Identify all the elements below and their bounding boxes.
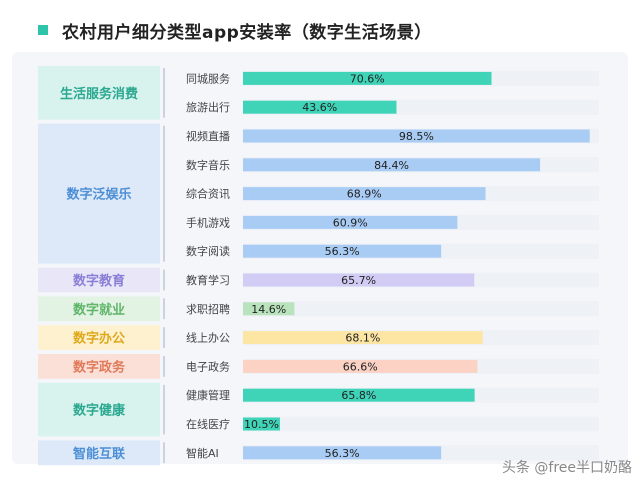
bar-track bbox=[243, 416, 599, 432]
bar bbox=[243, 388, 475, 402]
item-label: 教育学习 bbox=[186, 273, 230, 287]
category-label: 数字办公 bbox=[73, 331, 125, 347]
item-label: 在线医疗 bbox=[186, 417, 230, 431]
bar bbox=[243, 417, 280, 431]
category-block bbox=[38, 440, 160, 466]
category-block bbox=[38, 123, 160, 264]
item-label: 求职招聘 bbox=[186, 302, 230, 316]
item-label: 健康管理 bbox=[186, 388, 230, 402]
bar-track bbox=[243, 301, 599, 317]
category-block bbox=[38, 66, 160, 120]
bar bbox=[243, 273, 475, 287]
value-label: 65.7% bbox=[341, 274, 376, 287]
value-label: 98.5% bbox=[399, 130, 434, 143]
item-label: 同城服务 bbox=[186, 72, 230, 85]
category-label: 数字就业 bbox=[73, 302, 125, 318]
value-label: 14.6% bbox=[251, 303, 286, 316]
footer-credit: 头条 @free半口奶酪 bbox=[501, 460, 632, 476]
category-block bbox=[38, 382, 160, 437]
value-label: 65.8% bbox=[341, 389, 376, 402]
category-label: 数字教育 bbox=[73, 273, 125, 289]
bar bbox=[243, 129, 590, 143]
item-label: 线上办公 bbox=[186, 331, 230, 345]
category-block bbox=[38, 267, 160, 293]
bar bbox=[243, 359, 478, 373]
category-label: 生活服务消费 bbox=[60, 86, 138, 102]
title-accent-square bbox=[38, 25, 48, 35]
value-label: 68.1% bbox=[345, 332, 380, 345]
bar bbox=[243, 446, 442, 460]
bar bbox=[243, 331, 483, 345]
item-label: 电子政务 bbox=[186, 359, 230, 373]
category-label: 智能互联 bbox=[73, 446, 125, 462]
category-block bbox=[38, 354, 160, 379]
value-label: 84.4% bbox=[374, 159, 409, 172]
value-label: 10.5% bbox=[244, 418, 279, 431]
category-block bbox=[38, 296, 160, 322]
chart-title-row: 农村用户细分类型app安装率（数字生活场景） bbox=[38, 16, 432, 44]
item-label: 视频直播 bbox=[186, 129, 230, 143]
value-label: 68.9% bbox=[347, 188, 382, 201]
category-label: 数字政务 bbox=[73, 359, 126, 375]
item-label: 数字音乐 bbox=[186, 158, 230, 172]
item-label: 综合资讯 bbox=[186, 187, 230, 201]
bar bbox=[243, 187, 486, 201]
value-label: 70.6% bbox=[350, 72, 385, 85]
value-label: 60.9% bbox=[333, 216, 368, 229]
item-label: 手机游戏 bbox=[186, 215, 230, 229]
value-label: 43.6% bbox=[302, 101, 337, 114]
bar bbox=[243, 215, 458, 229]
value-label: 56.3% bbox=[325, 447, 360, 460]
category-label: 数字健康 bbox=[73, 403, 126, 419]
category-block bbox=[38, 325, 160, 350]
item-label: 数字阅读 bbox=[186, 244, 230, 258]
category-label: 数字泛娱乐 bbox=[66, 187, 131, 203]
bar bbox=[243, 302, 295, 316]
bar bbox=[243, 244, 442, 258]
value-label: 56.3% bbox=[325, 245, 360, 258]
bar bbox=[243, 158, 541, 172]
bar bbox=[243, 100, 397, 114]
bar bbox=[243, 71, 492, 85]
item-label: 旅游出行 bbox=[186, 100, 230, 114]
item-label: 智能AI bbox=[186, 446, 219, 460]
value-label: 66.6% bbox=[343, 360, 378, 373]
chart-title: 农村用户细分类型app安装率（数字生活场景） bbox=[62, 22, 432, 43]
